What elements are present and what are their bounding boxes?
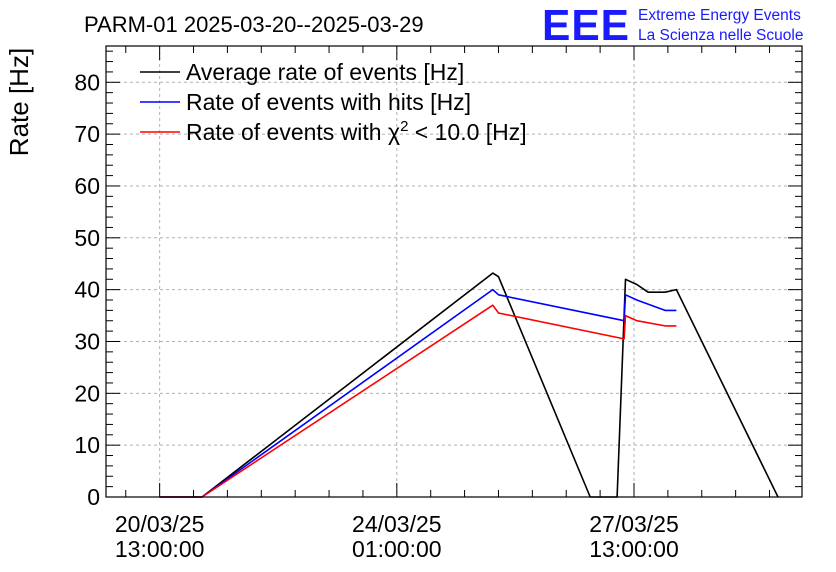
y-tick-label: 80: [74, 69, 100, 95]
y-tick-label: 30: [74, 328, 100, 354]
y-axis-label: Rate [Hz]: [4, 48, 34, 156]
y-tick-label: 20: [74, 380, 100, 406]
plot-frame: [105, 45, 803, 498]
eee-logo-mark: EEE: [542, 1, 630, 50]
tick-labels: 0102030405060708020/03/2513:00:0024/03/2…: [74, 69, 678, 562]
series-lines: [159, 272, 779, 498]
chart-axes: [105, 45, 803, 498]
logo-line-1: Extreme Energy Events: [638, 7, 801, 24]
series-line-0: [159, 272, 779, 498]
chart-title: PARM-01 2025-03-20--2025-03-29: [84, 12, 424, 37]
x-tick-date: 20/03/25: [115, 511, 205, 537]
y-tick-label: 60: [74, 173, 100, 199]
legend-entry-2: Rate of events with χ2 < 10.0 [Hz]: [186, 118, 527, 145]
x-tick-date: 27/03/25: [589, 511, 679, 537]
x-tick-date: 24/03/25: [352, 511, 442, 537]
y-tick-label: 50: [74, 225, 100, 251]
series-line-2: [159, 304, 677, 498]
y-tick-label: 10: [74, 432, 100, 458]
legend-entry-1: Rate of events with hits [Hz]: [186, 89, 471, 115]
y-tick-label: 70: [74, 121, 100, 147]
y-tick-label: 0: [87, 484, 100, 510]
series-line-1: [159, 288, 677, 498]
legend-entry-0: Average rate of events [Hz]: [186, 59, 464, 85]
x-tick-time: 13:00:00: [589, 536, 679, 562]
logo-line-2: La Scienza nelle Scuole: [638, 27, 803, 44]
chart-legend: Average rate of events [Hz] Rate of event…: [140, 59, 527, 145]
x-tick-time: 01:00:00: [352, 536, 442, 562]
eee-logo: EEE Extreme Energy Events La Scienza nel…: [542, 1, 803, 50]
chart-grid: [106, 46, 802, 497]
x-tick-time: 13:00:00: [115, 536, 205, 562]
y-tick-label: 40: [74, 277, 100, 303]
